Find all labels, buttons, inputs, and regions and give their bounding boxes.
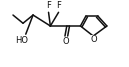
Text: F: F [56,1,61,10]
Text: O: O [91,35,97,44]
Text: HO: HO [15,36,28,45]
Text: O: O [63,37,69,46]
Text: F: F [46,1,51,10]
